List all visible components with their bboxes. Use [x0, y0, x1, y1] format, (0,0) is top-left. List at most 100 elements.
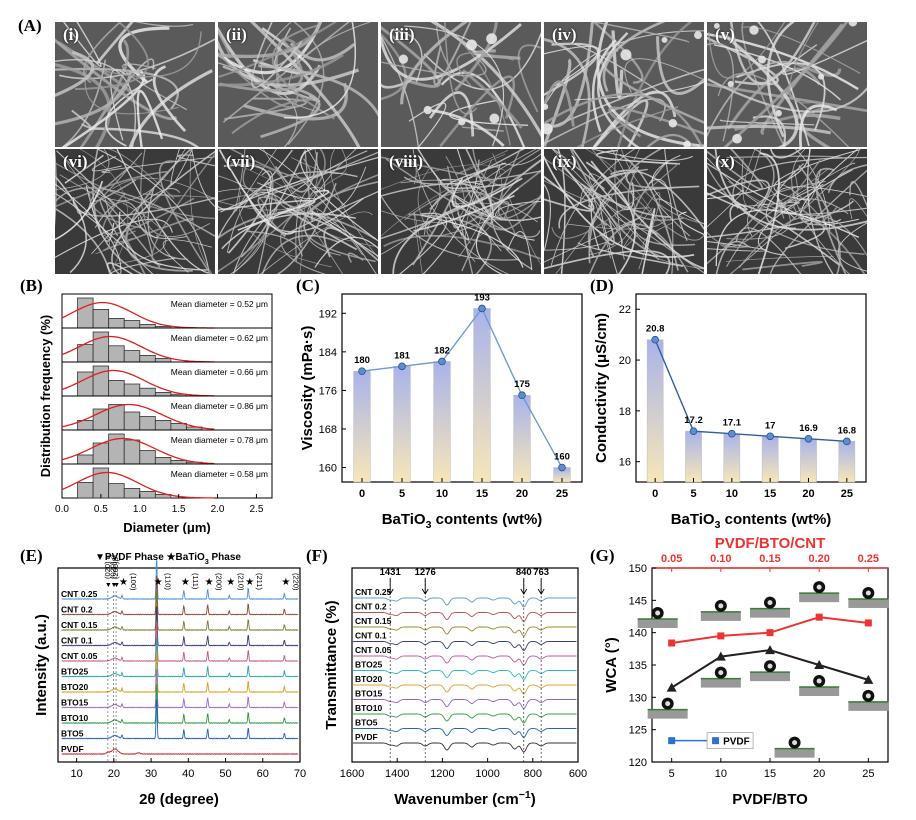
sem-image-label: (vi): [63, 152, 88, 171]
sem-fibre: [544, 68, 704, 132]
sem-fibre: [721, 32, 799, 147]
x-tick-label: 1.5: [172, 504, 186, 515]
sem-fibre: [544, 38, 591, 147]
bar: [473, 308, 491, 483]
sem-particle-cluster: [398, 54, 409, 64]
sem-fibre: [555, 149, 640, 274]
bar: [646, 339, 664, 483]
sem-fibre: [713, 44, 841, 101]
y-tick-label: 18: [619, 406, 631, 418]
pvdf-peak-marker: ▼: [110, 582, 117, 589]
sem-image-3: (iii): [381, 22, 541, 147]
xrd-curve: [61, 683, 299, 724]
sem-fibre: [96, 149, 210, 271]
band-arrow: [421, 578, 429, 595]
sem-fibre: [177, 154, 215, 167]
sem-fibre: [656, 36, 704, 95]
sem-fibre: [220, 156, 378, 213]
sem-fibre: [725, 256, 834, 262]
sem-fibre: [221, 212, 356, 250]
ftir-curve: [353, 670, 577, 681]
sem-fibre: [218, 22, 338, 78]
bar: [393, 366, 411, 483]
sem-fibre: [465, 149, 495, 216]
x-tick-label: 25: [862, 768, 874, 780]
data-label: 180: [354, 355, 370, 366]
sem-fibre: [641, 208, 656, 274]
sem-fibre: [649, 178, 674, 274]
histogram-bar: [139, 387, 156, 397]
top-x-tick-label: 0.20: [808, 553, 829, 565]
sem-fibre: [404, 190, 517, 236]
sem-fibre: [218, 30, 231, 59]
panel-label-d: (D): [590, 276, 614, 295]
sem-fibre: [707, 32, 859, 91]
band-arrow: [520, 578, 528, 595]
sem-image-6: (vi): [55, 149, 215, 274]
sem-fibre: [219, 38, 304, 92]
wca-marker: [766, 629, 774, 637]
sem-fibre: [231, 98, 313, 135]
sem-particle-cluster: [732, 133, 742, 144]
panel-label-b: (B): [20, 276, 43, 295]
sem-fibre: [590, 149, 693, 162]
sem-particle-cluster: [544, 103, 549, 110]
sem-image-label: (vii): [226, 152, 256, 171]
sem-image-label: (iv): [552, 25, 577, 44]
data-label: 193: [474, 292, 490, 303]
sem-image-label: (viii): [389, 152, 423, 171]
sem-fibre: [577, 241, 684, 267]
sem-fibre: [793, 61, 842, 77]
wca-droplet-pvdf-highlight: [792, 740, 798, 746]
panel-label-c: (C): [296, 276, 320, 295]
panel-label-e: (E): [20, 546, 43, 565]
gaussian-fit-curve: [61, 335, 215, 363]
sem-fibre: [229, 149, 311, 179]
sem-fibre: [837, 222, 867, 272]
wca-droplet-cnt-substrate: [637, 619, 678, 629]
bto-peak-marker: ★: [281, 577, 290, 588]
y-axis-label: Viscosity (mPa·s): [299, 326, 316, 451]
histogram-bar: [92, 308, 110, 329]
sem-fibre: [58, 38, 215, 80]
sem-fibre: [381, 156, 497, 182]
sem-fibre: [412, 189, 454, 266]
sem-fibre: [404, 25, 505, 147]
sem-fibre: [110, 257, 176, 274]
histogram-bar: [139, 324, 156, 329]
sem-fibre: [707, 183, 748, 211]
mean-diameter-label: Mean diameter = 0.62 μm: [171, 333, 268, 343]
x-tick-label: 600: [569, 768, 587, 780]
y-tick-label: 120: [629, 757, 647, 769]
plot-frame: [351, 567, 579, 763]
xrd-curve: [61, 575, 299, 616]
mean-diameter-label: Mean diameter = 0.52 μm: [171, 299, 268, 309]
sem-fibre: [109, 69, 126, 141]
sem-fibre: [446, 166, 474, 274]
sem-fibre: [91, 188, 181, 255]
sem-fibre-texture: [55, 149, 215, 274]
sem-fibre: [229, 186, 271, 274]
y-tick-label: 184: [319, 347, 337, 359]
wca-droplet-bto-highlight: [767, 663, 773, 669]
sem-fibre: [232, 150, 368, 274]
sem-image-label: (iii): [389, 25, 415, 44]
sem-fibre: [770, 149, 803, 159]
sem-fibre: [61, 70, 146, 147]
series-label: BTO20: [355, 674, 383, 684]
wca-droplet-cnt-substrate: [799, 593, 840, 603]
histogram-bar: [123, 411, 141, 431]
pvdf-peak-label: (200)β: [111, 556, 120, 579]
sem-fibre: [189, 155, 213, 274]
histogram-bar: [170, 459, 187, 465]
wca-droplet-cnt-highlight: [655, 610, 661, 616]
panel-label-a: (A): [18, 16, 42, 35]
bar: [433, 361, 451, 483]
sem-fibre: [591, 149, 704, 241]
bto-peak-marker: ★: [154, 577, 163, 588]
sem-particle-cluster: [486, 33, 498, 45]
series-label: PVDF: [61, 744, 84, 754]
ftir-curve: [353, 742, 577, 753]
histogram-bar: [123, 383, 141, 397]
sem-image-label: (v): [715, 25, 735, 44]
